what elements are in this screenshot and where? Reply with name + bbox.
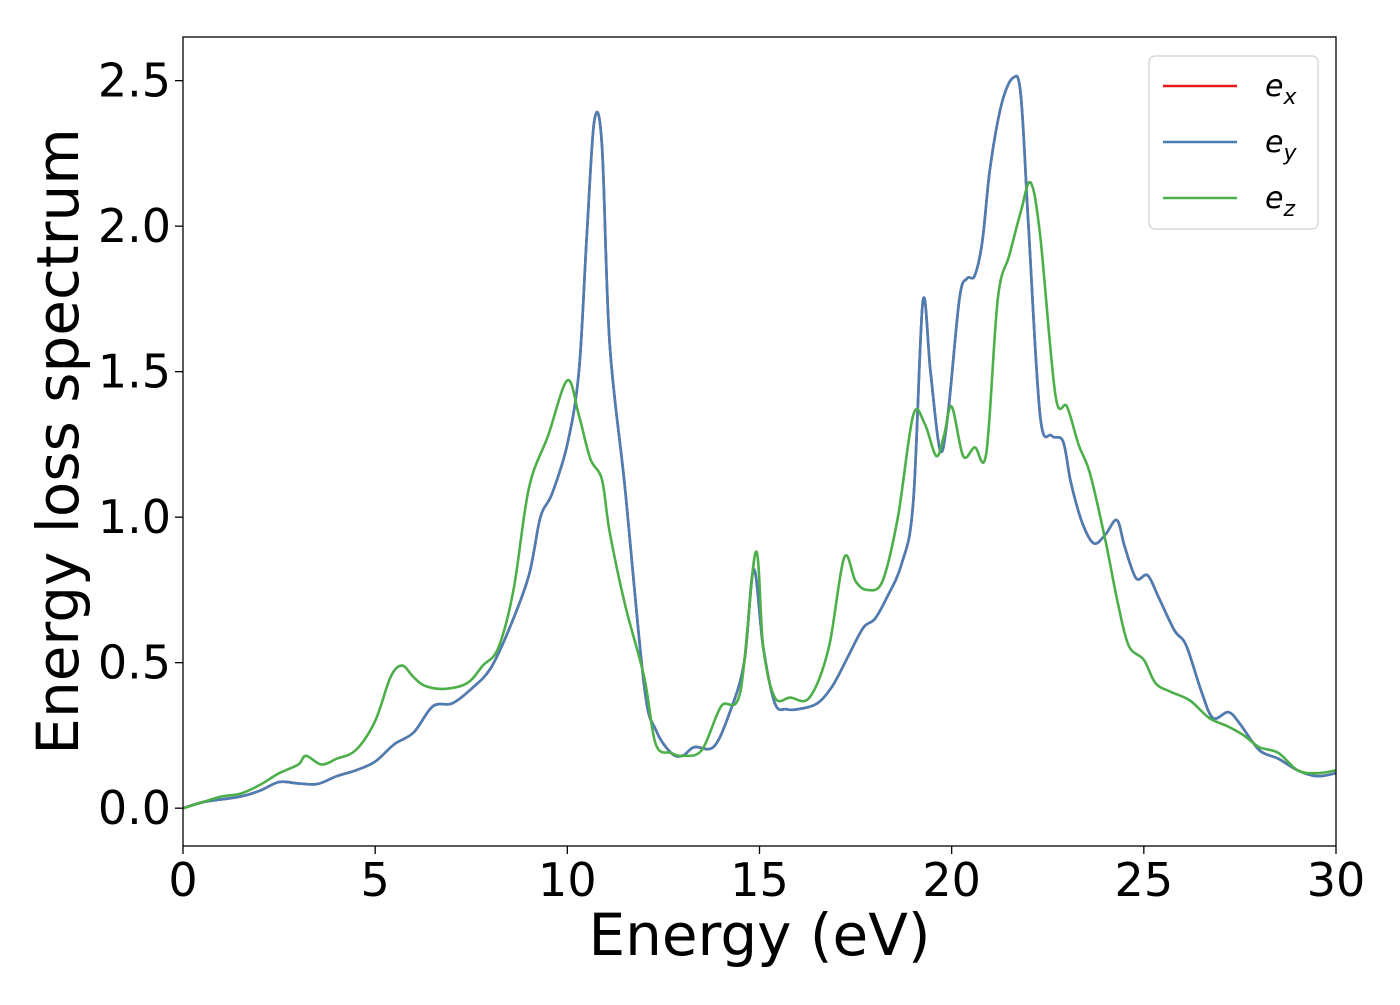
y-tick-label: 2.5	[98, 54, 171, 108]
x-tick-label: 20	[922, 853, 981, 907]
legend-label-x: ex	[1265, 69, 1297, 110]
x-tick-label: 30	[1307, 853, 1366, 907]
x-tick-label: 25	[1115, 853, 1174, 907]
series-line-z	[183, 180, 1336, 810]
series-line-y	[183, 74, 1336, 810]
x-axis-title: Energy (eV)	[588, 901, 930, 969]
y-tick-label: 1.5	[98, 345, 171, 399]
x-tick-label: 0	[168, 853, 197, 907]
y-tick-label: 0.5	[98, 636, 171, 690]
y-tick-label: 0.0	[98, 781, 171, 835]
series-layer	[183, 74, 1336, 810]
y-axis-title: Energy loss spectrum	[24, 128, 92, 754]
y-tick-label: 2.0	[98, 199, 171, 253]
x-tick-label: 15	[730, 853, 789, 907]
x-tick-label: 5	[361, 853, 390, 907]
ticks-layer: 0 5 10 15 20 25 30 0.0 0.5 1.0 1.5 2.0 2.5	[98, 54, 1365, 907]
x-tick-label: 10	[538, 853, 597, 907]
y-tick-label: 1.0	[98, 490, 171, 544]
